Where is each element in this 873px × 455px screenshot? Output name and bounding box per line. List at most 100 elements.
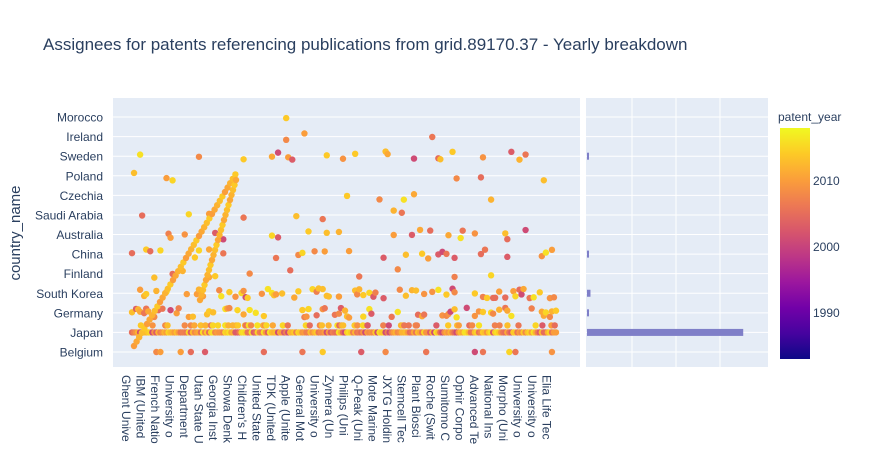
data-point [346, 248, 352, 254]
data-point [340, 322, 346, 328]
data-point [240, 214, 246, 220]
data-point [182, 322, 188, 328]
x-tick-label: Roche (Swit [424, 375, 438, 440]
data-point [417, 227, 423, 233]
data-point [163, 175, 169, 181]
x-tick-label: Philips (Uni [337, 375, 351, 436]
data-point [449, 149, 455, 155]
data-point [240, 288, 246, 294]
data-point [496, 307, 502, 313]
data-point [269, 153, 275, 159]
data-point [451, 289, 457, 295]
histogram-bar [587, 329, 743, 336]
data-point [226, 305, 232, 311]
data-point [220, 250, 226, 256]
data-point [319, 216, 325, 222]
data-point [478, 174, 484, 180]
data-point [352, 151, 358, 157]
data-point [261, 349, 267, 355]
data-point [311, 248, 317, 254]
data-point [429, 289, 435, 295]
data-point [388, 314, 394, 320]
y-tick-label: Germany [54, 306, 103, 320]
data-point [232, 171, 238, 177]
data-point [233, 177, 239, 183]
data-point [206, 246, 212, 252]
data-point [275, 234, 281, 240]
x-tick-label: Utah State U [192, 375, 206, 444]
data-point [480, 154, 486, 160]
data-point [356, 273, 362, 279]
data-point [484, 295, 490, 301]
x-tick-label: French Natio [148, 375, 162, 444]
data-point [425, 255, 431, 261]
data-point [319, 349, 325, 355]
data-point [190, 313, 196, 319]
data-point [543, 249, 549, 255]
data-point [512, 349, 518, 355]
data-point [293, 213, 299, 219]
data-point [406, 322, 412, 328]
data-point [456, 322, 462, 328]
chart-title: Assignees for patents referencing public… [43, 35, 688, 54]
data-point [324, 230, 330, 236]
data-point [240, 156, 246, 162]
data-point [476, 322, 482, 328]
data-point [382, 349, 388, 355]
data-point [480, 349, 486, 355]
data-point [451, 255, 457, 261]
data-point [261, 313, 267, 319]
data-point [191, 322, 197, 328]
data-point [547, 314, 553, 320]
data-point [549, 247, 555, 253]
data-point [409, 232, 415, 238]
y-axis-ticks: BelgiumJapanGermanySouth KoreaFinlandChi… [35, 111, 103, 360]
data-point [283, 137, 289, 143]
data-point [215, 322, 221, 328]
x-tick-label: IBM (United [134, 375, 148, 438]
data-point [147, 248, 153, 254]
data-point [139, 212, 145, 218]
x-tick-label: Zymera (Un [322, 375, 336, 438]
data-point [360, 292, 366, 298]
data-point [319, 286, 325, 292]
data-point [244, 295, 250, 301]
data-point [246, 270, 252, 276]
data-point [346, 314, 352, 320]
data-point [254, 322, 260, 328]
data-point [232, 293, 238, 299]
histogram-bar [587, 153, 589, 160]
data-point [443, 291, 449, 297]
data-point [488, 196, 494, 202]
data-point [384, 151, 390, 157]
data-point [270, 322, 276, 328]
data-point [376, 196, 382, 202]
data-point [344, 193, 350, 199]
data-point [553, 329, 559, 335]
data-point [472, 290, 478, 296]
data-point [336, 310, 342, 316]
x-tick-label: Apple (Unite [279, 375, 293, 441]
histogram-bar [587, 251, 589, 258]
data-point [246, 307, 252, 313]
data-point [275, 149, 281, 155]
data-point [504, 254, 510, 260]
x-tick-label: Morpho (Uni [496, 375, 510, 441]
data-point [326, 293, 332, 299]
data-point [508, 313, 514, 319]
data-point [192, 254, 198, 260]
data-point [342, 307, 348, 313]
data-point [496, 288, 502, 294]
x-tick-label: General Mot [293, 375, 307, 442]
data-point [167, 235, 173, 241]
data-point [391, 207, 397, 213]
data-point [445, 322, 451, 328]
data-point [283, 115, 289, 121]
colorbar-title: patent_year [778, 110, 841, 124]
data-point [504, 236, 510, 242]
data-point [386, 322, 392, 328]
data-point [399, 210, 405, 216]
data-point [319, 322, 325, 328]
data-point [279, 290, 285, 296]
